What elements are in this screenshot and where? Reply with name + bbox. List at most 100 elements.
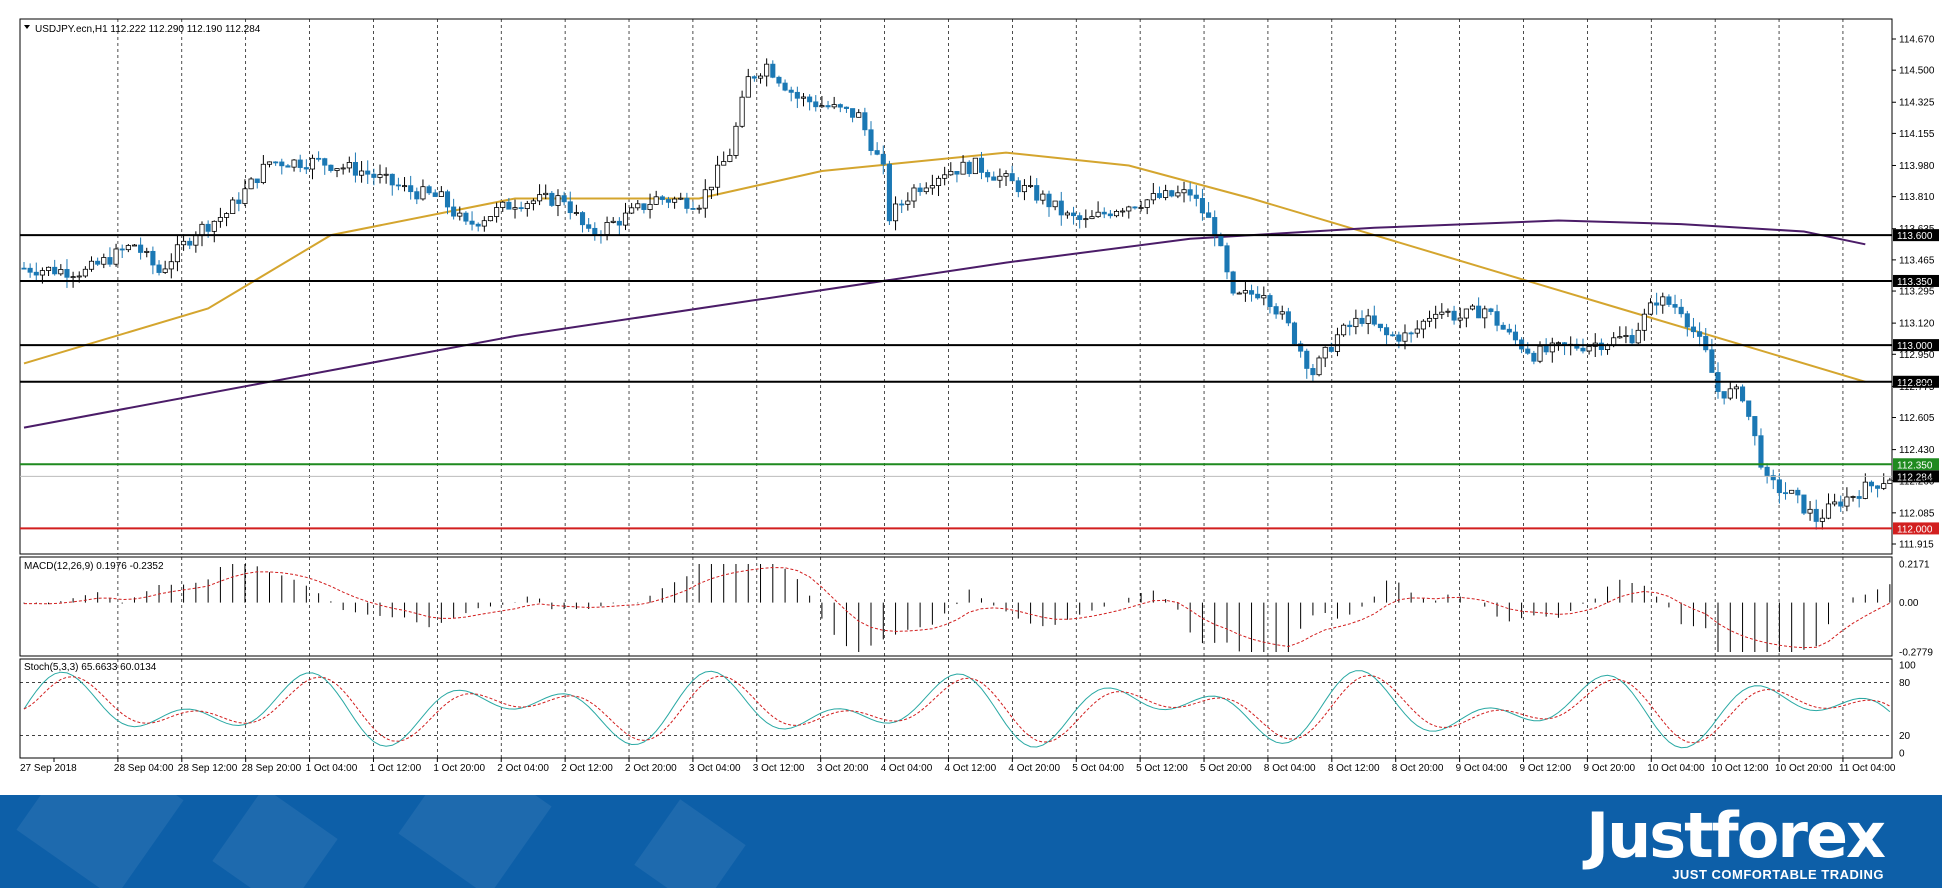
candle-body bbox=[236, 199, 242, 204]
candle-body bbox=[359, 170, 365, 176]
candle-body bbox=[95, 260, 101, 265]
candle-body bbox=[1316, 357, 1322, 376]
candle-body bbox=[751, 76, 757, 79]
candle-body bbox=[1721, 391, 1727, 399]
stoch-tick-label: 80 bbox=[1899, 678, 1911, 689]
brand-tagline: JUST COMFORTABLE TRADING bbox=[1672, 867, 1884, 882]
candle-body bbox=[831, 104, 837, 108]
price-tick-label: 114.500 bbox=[1899, 66, 1935, 77]
candle-body bbox=[174, 244, 180, 263]
candle-body bbox=[33, 271, 39, 276]
moving-average-lines bbox=[23, 151, 1866, 429]
candle-body bbox=[1169, 190, 1175, 197]
candle-body bbox=[217, 217, 223, 222]
candle-body bbox=[1543, 345, 1549, 353]
candle-body bbox=[997, 175, 1003, 181]
level-label-bg bbox=[1893, 274, 1939, 287]
candle-body bbox=[960, 161, 966, 175]
macd-signal-line bbox=[24, 566, 1891, 649]
stoch-k-line bbox=[23, 670, 1891, 749]
candle-body bbox=[1058, 200, 1064, 216]
candle-body bbox=[506, 201, 512, 210]
candle-body bbox=[1371, 315, 1377, 325]
candle-body bbox=[610, 220, 616, 223]
candle-body bbox=[935, 177, 942, 186]
candle-body bbox=[886, 163, 892, 222]
candle-body bbox=[1126, 206, 1132, 212]
candle-body bbox=[991, 176, 997, 181]
candle-body bbox=[303, 167, 309, 170]
candle-body bbox=[843, 106, 850, 109]
candle-body bbox=[923, 187, 929, 193]
price-tick-label: 113.295 bbox=[1899, 287, 1935, 298]
price-tick-label: 112.085 bbox=[1899, 508, 1935, 519]
candle-body bbox=[1611, 337, 1617, 346]
candle-body bbox=[193, 235, 199, 246]
candle-body bbox=[1795, 489, 1801, 496]
candle-body bbox=[880, 153, 886, 165]
candle-body bbox=[1856, 496, 1862, 499]
candle-body bbox=[1801, 494, 1807, 514]
candle-body bbox=[813, 101, 819, 108]
candle-body bbox=[1187, 189, 1193, 196]
time-label: 2 Oct 04:00 bbox=[497, 763, 549, 774]
candle-body bbox=[254, 178, 260, 184]
price-tick-label: 112.775 bbox=[1899, 382, 1935, 393]
candle-body bbox=[475, 223, 481, 227]
candle-body bbox=[451, 206, 457, 217]
candle-body bbox=[592, 227, 598, 235]
level-label: 112.000 bbox=[1897, 524, 1933, 535]
candle-body bbox=[733, 125, 739, 156]
candle-body bbox=[383, 173, 389, 176]
horizontal-levels: 113.600113.350113.000112.800112.350112.2… bbox=[20, 229, 1939, 535]
candle-body bbox=[1512, 331, 1519, 341]
candle-body bbox=[1304, 350, 1310, 369]
candle-body bbox=[807, 96, 813, 103]
candle-body bbox=[76, 275, 82, 278]
candle-body bbox=[530, 200, 536, 204]
candle-body bbox=[1408, 332, 1414, 335]
candle-body bbox=[377, 174, 383, 178]
price-axis: 114.670 114.500 114.325 114.155 113.980 113.8… bbox=[1892, 35, 1935, 551]
brand-logo: Justforex bbox=[1586, 799, 1886, 872]
stoch-header: Stoch(5,3,3) 65.6633 60.0134 bbox=[24, 662, 157, 673]
candle-body bbox=[1660, 296, 1666, 306]
candle-body bbox=[1586, 345, 1592, 352]
price-tick-label: 112.605 bbox=[1899, 413, 1935, 424]
time-label: 1 Oct 20:00 bbox=[433, 763, 485, 774]
candle-body bbox=[1549, 342, 1555, 353]
candle-body bbox=[985, 172, 991, 178]
price-tick-label: 114.325 bbox=[1899, 98, 1935, 109]
candle-body bbox=[1531, 352, 1537, 362]
candle-body bbox=[1101, 211, 1107, 215]
candle-body bbox=[285, 165, 291, 168]
candle-body bbox=[181, 240, 187, 246]
candle-body bbox=[1230, 271, 1236, 294]
time-label: 5 Oct 12:00 bbox=[1136, 763, 1188, 774]
candle-body bbox=[1727, 388, 1733, 399]
time-label: 5 Oct 04:00 bbox=[1072, 763, 1124, 774]
macd-tick-label: -0.2779 bbox=[1899, 648, 1933, 659]
candle-body bbox=[322, 158, 328, 166]
candle-body bbox=[1703, 336, 1709, 351]
candle-body bbox=[1015, 180, 1021, 193]
price-tick-label: 113.465 bbox=[1899, 255, 1935, 266]
candle-body bbox=[1733, 386, 1739, 390]
collapse-triangle-icon[interactable] bbox=[24, 25, 30, 29]
candle-body bbox=[309, 157, 316, 170]
macd-header: MACD(12,26,9) 0.1976 -0.2352 bbox=[24, 561, 164, 572]
candle-body bbox=[101, 257, 107, 265]
candle-body bbox=[64, 269, 70, 278]
price-tick-label: 113.810 bbox=[1899, 192, 1935, 203]
candle-body bbox=[1476, 305, 1482, 319]
candle-body bbox=[230, 199, 236, 214]
candle-body bbox=[1654, 302, 1660, 306]
candle-body bbox=[1347, 324, 1353, 328]
candle-body bbox=[1248, 290, 1255, 295]
candle-body bbox=[702, 189, 708, 209]
candle-body bbox=[1684, 313, 1690, 328]
candle-body bbox=[1310, 368, 1316, 376]
candle-body bbox=[1537, 345, 1543, 362]
candle-body bbox=[1334, 334, 1341, 352]
price-tick-label: 112.260 bbox=[1899, 476, 1935, 487]
